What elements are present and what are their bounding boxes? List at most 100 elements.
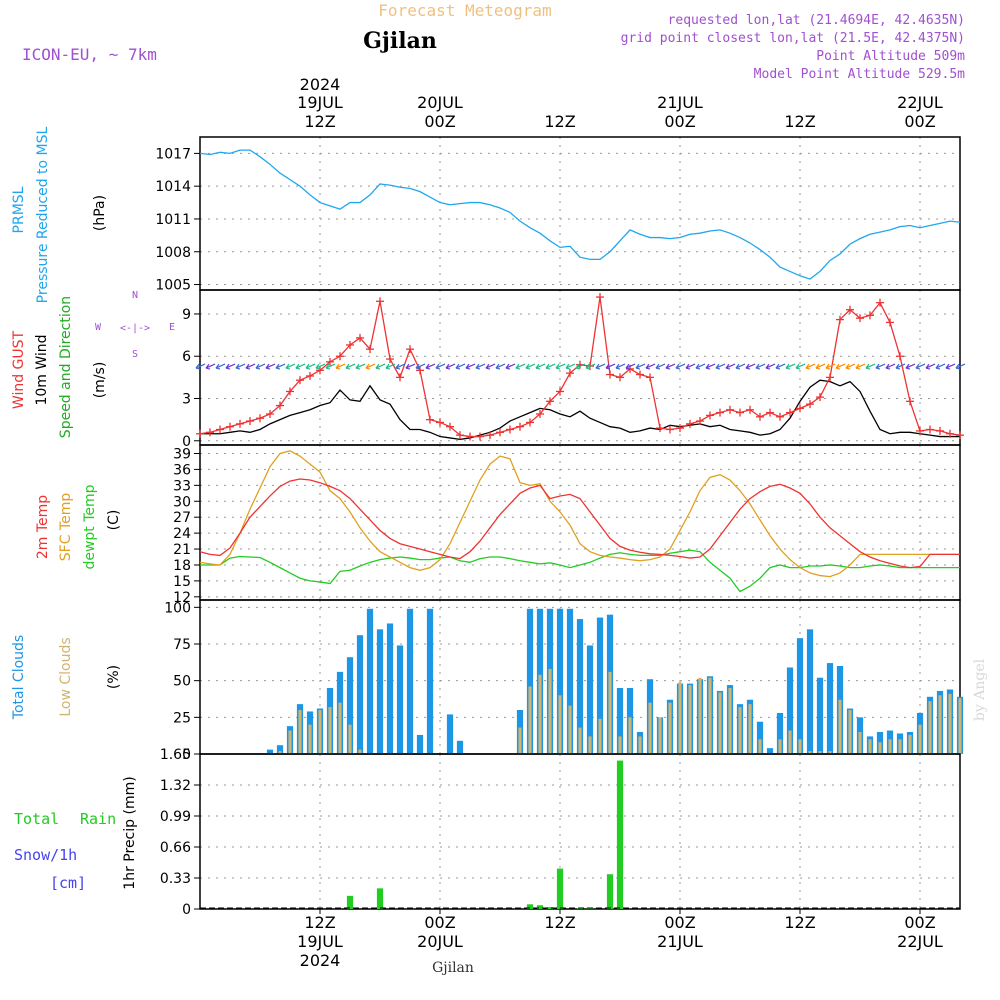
- low-cloud-bar: [618, 736, 622, 754]
- y-tick-label: 0: [182, 747, 191, 763]
- total-cloud-bar: [776, 712, 784, 754]
- y-tick-label: 3: [182, 392, 191, 408]
- sfc-temp-line: [199, 450, 960, 578]
- wind-direction-arrow: [265, 363, 271, 370]
- wind-direction-arrow: [685, 363, 691, 370]
- low-cloud-bar: [658, 717, 662, 754]
- total-cloud-bar: [276, 745, 284, 754]
- wind-direction-arrow: [385, 363, 396, 369]
- wind-direction-arrow: [495, 363, 506, 369]
- total-cloud-bar: [426, 608, 434, 754]
- hpa-unit: (hPa): [92, 195, 108, 231]
- pressure-panel: 1005 1008 1011 1014 1017: [155, 136, 961, 294]
- wind-direction-arrow: [255, 363, 266, 369]
- total-cloud-bar: [356, 635, 364, 754]
- prmsl-label: PRMSL: [11, 186, 27, 233]
- wind-direction-arrow: [935, 363, 946, 369]
- wind-direction-arrow: [315, 363, 321, 370]
- total-cloud-bar: [756, 721, 764, 754]
- wind-direction-arrow: [385, 363, 391, 370]
- wind-direction-arrow: [635, 363, 641, 370]
- total-cloud-bar: [366, 608, 374, 754]
- compass-rose: N S W E <-|->: [95, 290, 175, 360]
- low-cloud-bar: [728, 688, 732, 754]
- wind-direction-arrow: [375, 363, 386, 369]
- total-cloud-bar: [816, 677, 824, 754]
- pressure-label: Pressure Reduced to MSL: [35, 126, 51, 303]
- y-tick-label: 0: [182, 902, 191, 918]
- low-cloud-bar: [948, 693, 952, 754]
- wind-direction-arrow: [585, 363, 591, 370]
- wind-speed-line: [200, 379, 960, 441]
- precipitation-panel: 0 0.33 0.66 0.99 1.32 1.65: [160, 747, 961, 918]
- dewpoint-line: [200, 549, 960, 593]
- low-cloud-bar: [648, 702, 652, 754]
- time-label: 00Z: [664, 913, 695, 932]
- pressure-line: [199, 149, 961, 280]
- wind-direction-arrow: [515, 363, 521, 370]
- wind-direction-arrow: [735, 363, 741, 370]
- wind-direction-arrow: [285, 363, 296, 369]
- time-label: 12Z: [784, 112, 815, 131]
- rain-bar: [606, 874, 614, 909]
- wind-direction-arrow: [635, 363, 646, 369]
- wind-direction-arrow: [725, 363, 731, 370]
- wind-direction-arrow: [525, 363, 531, 370]
- dewpt-label: dewpt Temp: [82, 484, 98, 569]
- total-cloud-bar: [266, 749, 274, 754]
- wind-direction-arrow: [445, 363, 451, 370]
- credit-watermark: by Angel: [972, 658, 988, 721]
- wind-direction-arrow: [465, 363, 476, 369]
- y-tick-label: 0.99: [160, 809, 191, 825]
- wind-direction-arrow: [705, 363, 711, 370]
- wind-direction-arrow: [605, 363, 616, 369]
- wind-direction-arrow: [625, 363, 631, 370]
- low-cloud-bar: [538, 674, 542, 754]
- wind-direction-arrow: [645, 363, 656, 369]
- wind-direction-arrow: [325, 363, 336, 369]
- wind-direction-arrow: [785, 363, 791, 370]
- wind-direction-arrow: [865, 363, 876, 369]
- wind-direction-arrow: [885, 363, 891, 370]
- wind-direction-arrow: [955, 363, 961, 370]
- wind-direction-arrow: [775, 363, 781, 370]
- y-tick-label: 33: [173, 478, 191, 494]
- wind-direction-arrow: [405, 363, 416, 369]
- wind-direction-arrow: [615, 363, 621, 370]
- sfc-label: SFC Temp: [58, 493, 74, 562]
- rain-bar: [586, 908, 594, 909]
- wind-direction-arrow: [625, 363, 636, 369]
- wind-direction-arrow: [695, 363, 706, 369]
- wind-direction-arrow: [825, 363, 836, 369]
- wind-direction-arrow: [895, 363, 906, 369]
- wind-direction-arrow: [805, 363, 816, 369]
- wind-direction-arrow: [455, 363, 466, 369]
- wind-direction-arrow: [475, 363, 481, 370]
- wind-direction-arrow: [235, 363, 246, 369]
- compass-e: E: [169, 322, 175, 333]
- total-cloud-bar: [386, 623, 394, 754]
- time-label: 00Z: [424, 112, 455, 131]
- time-label: 2024: [300, 951, 341, 970]
- y-tick-label: 1.32: [160, 778, 191, 794]
- low-cloud-bar: [358, 749, 362, 754]
- y-tick-label: 75: [173, 637, 191, 653]
- wind-direction-arrow: [685, 363, 696, 369]
- wind-direction-arrow: [835, 363, 841, 370]
- low-cloud-bar: [708, 677, 712, 754]
- low-cloud-bar: [868, 739, 872, 754]
- total-cloud-bar: [416, 734, 424, 754]
- wind-direction-arrow: [665, 363, 676, 369]
- time-label: 22JUL: [897, 932, 943, 951]
- wind-direction-arrow: [295, 363, 306, 369]
- low-cloud-bar: [328, 707, 332, 754]
- wind-direction-arrow: [705, 363, 716, 369]
- wind-direction-arrow: [365, 363, 371, 370]
- total-cloud-bar: [786, 667, 794, 754]
- rain-bar: [346, 895, 354, 909]
- wind-direction-arrow: [595, 363, 606, 369]
- wind-direction-arrow: [465, 363, 471, 370]
- y-tick-label: 27: [173, 510, 191, 526]
- low-cloud-bar: [758, 739, 762, 754]
- wind-direction-arrow: [305, 363, 316, 369]
